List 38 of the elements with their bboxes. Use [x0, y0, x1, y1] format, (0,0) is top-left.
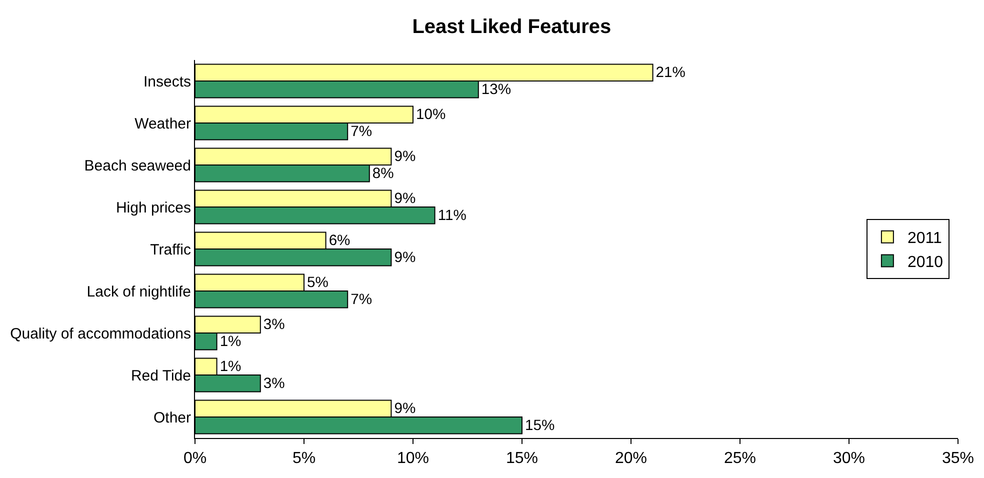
data-label: 15% — [525, 418, 555, 434]
y-tick-label: Lack of nightlife — [86, 283, 191, 300]
y-tick-label: Quality of accommodations — [10, 325, 191, 342]
data-label: 9% — [394, 191, 416, 208]
data-label: 10% — [416, 107, 446, 124]
data-label: 13% — [481, 82, 512, 98]
x-tick-label: 5% — [292, 450, 316, 468]
data-label: 9% — [394, 250, 416, 266]
x-tick-label: 0% — [183, 450, 207, 468]
data-label: 7% — [350, 124, 372, 140]
y-tick-label: Weather — [134, 115, 191, 132]
y-tick-label: Traffic — [150, 241, 192, 258]
chart-title: Least Liked Features — [412, 16, 612, 38]
x-tick-label: 25% — [724, 450, 756, 468]
x-tick-label: 10% — [396, 450, 430, 468]
legend-label: 2010 — [907, 254, 944, 271]
data-label: 3% — [263, 376, 285, 392]
legend-label: 2011 — [907, 230, 942, 248]
data-label: 1% — [220, 334, 242, 350]
x-tick-label: 35% — [942, 450, 974, 468]
data-label: 11% — [438, 208, 466, 224]
data-label: 1% — [220, 359, 242, 376]
y-tick-label: Other — [153, 409, 192, 426]
x-tick-label: 20% — [614, 450, 648, 468]
data-label: 21% — [656, 65, 686, 82]
data-label: 7% — [350, 292, 372, 308]
data-label: 6% — [328, 233, 350, 250]
data-label: 9% — [394, 401, 416, 418]
data-label: 9% — [394, 149, 416, 166]
data-label: 5% — [307, 275, 328, 292]
y-tick-label: Red Tide — [130, 367, 191, 384]
y-tick-label: Insects — [143, 73, 191, 90]
y-tick-label: Beach seaweed — [84, 157, 191, 174]
x-tick-label: 15% — [506, 450, 538, 468]
y-tick-label: High prices — [116, 199, 191, 216]
data-label: 8% — [372, 166, 394, 182]
x-tick-label: 30% — [832, 450, 866, 468]
data-label: 3% — [263, 317, 285, 334]
